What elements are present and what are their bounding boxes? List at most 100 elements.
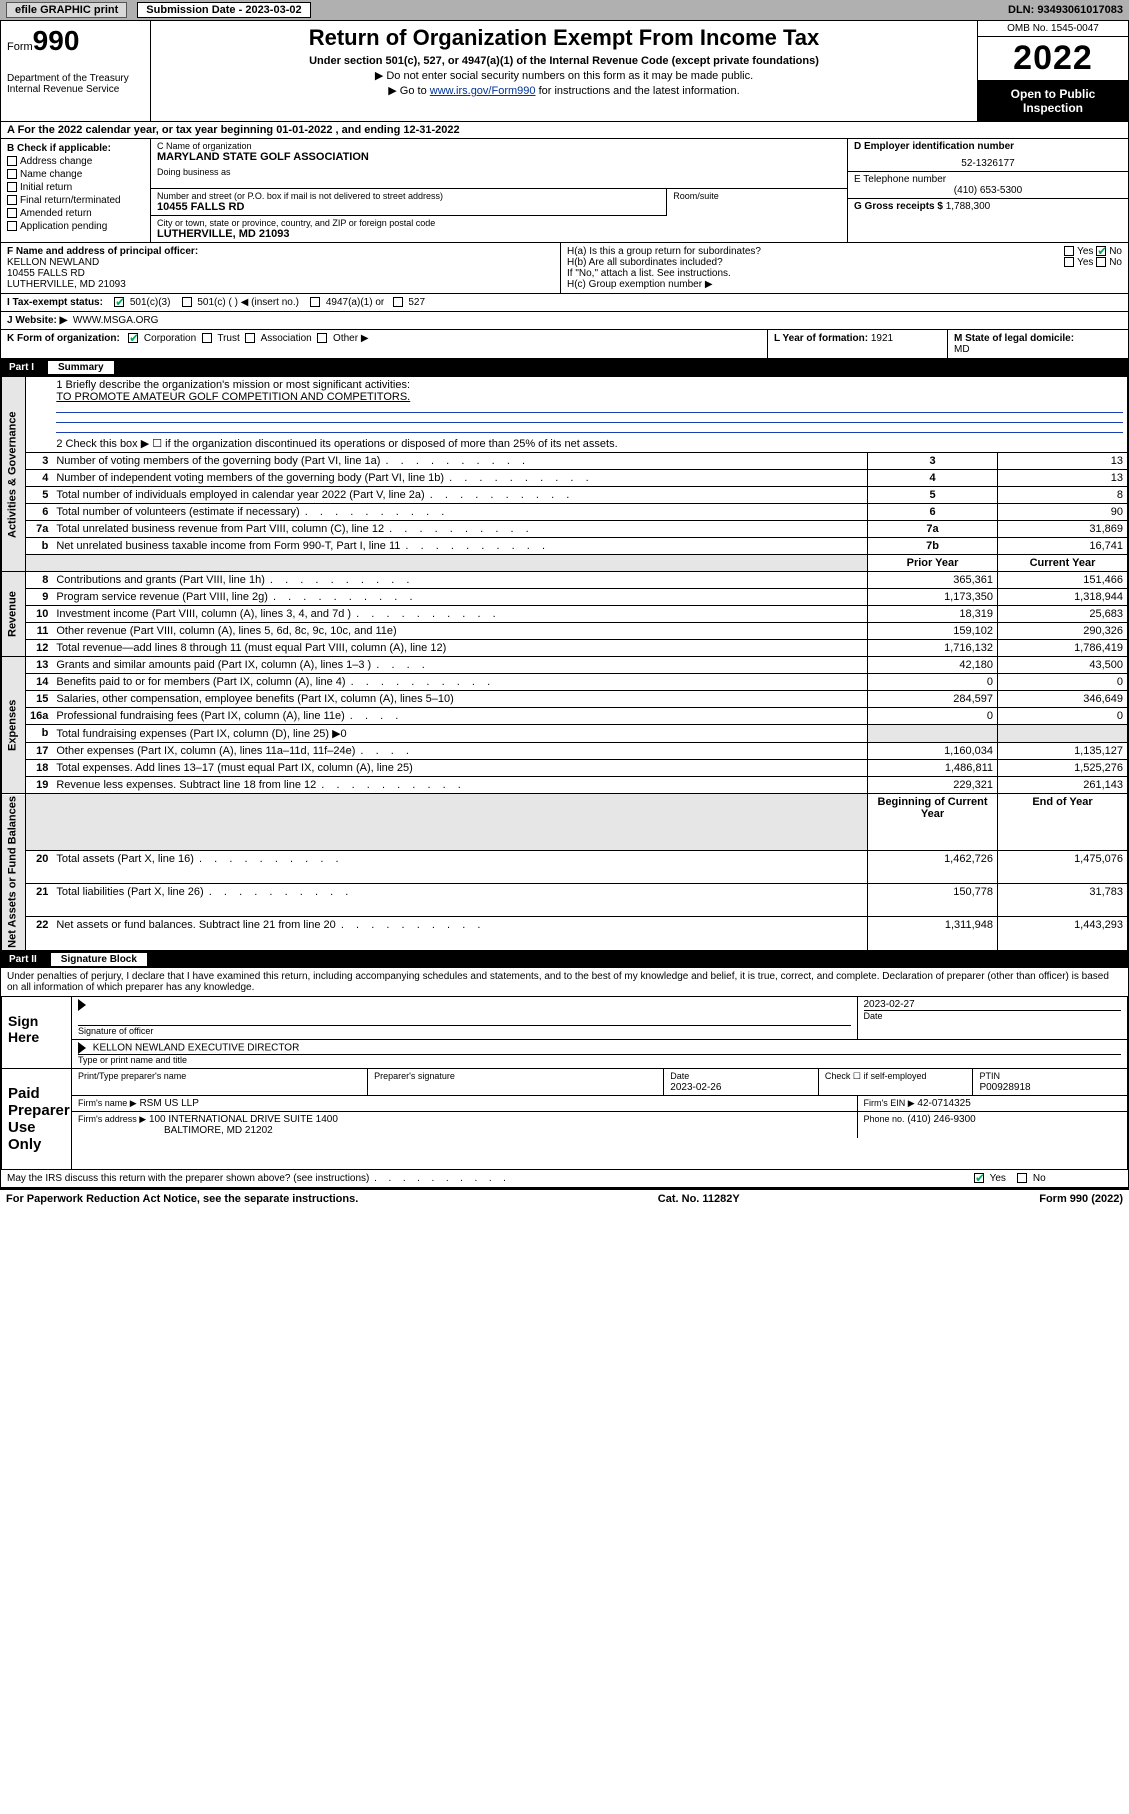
side-revenue: Revenue xyxy=(2,572,26,657)
open-inspection-badge: Open to Public Inspection xyxy=(978,81,1128,121)
irs-link[interactable]: www.irs.gov/Form990 xyxy=(430,85,536,97)
q1-value: TO PROMOTE AMATEUR GOLF COMPETITION AND … xyxy=(56,391,1123,403)
side-activities: Activities & Governance xyxy=(2,377,26,572)
chk-name-change[interactable]: Name change xyxy=(7,169,144,180)
dba-label: Doing business as xyxy=(157,167,841,177)
sig-officer-label: Signature of officer xyxy=(78,1026,153,1036)
col-end: End of Year xyxy=(998,794,1128,851)
sign-here-block: Sign Here Signature of officer 2023-02-2… xyxy=(1,997,1128,1069)
preparer-name-label: Print/Type preparer's name xyxy=(78,1071,186,1081)
top-bar: efile GRAPHIC print Submission Date - 20… xyxy=(0,0,1129,20)
city-label: City or town, state or province, country… xyxy=(157,218,841,228)
year-formation-label: L Year of formation: xyxy=(774,333,868,344)
form-note-2: ▶ Go to www.irs.gov/Form990 for instruct… xyxy=(157,84,971,97)
form-number: 990 xyxy=(33,25,80,56)
q2-line: 2 Check this box ▶ ☐ if the organization… xyxy=(52,435,1127,453)
h-b-no[interactable] xyxy=(1096,257,1106,267)
sig-date-label: Date xyxy=(864,1011,883,1021)
chk-association[interactable] xyxy=(245,333,255,343)
street-value: 10455 FALLS RD xyxy=(157,201,660,213)
chk-final-return[interactable]: Final return/terminated xyxy=(7,195,144,206)
phone-label: E Telephone number xyxy=(854,174,1122,185)
preparer-date-value: 2023-02-26 xyxy=(670,1082,721,1093)
tax-year: 2022 xyxy=(978,37,1128,81)
h-a-yes[interactable] xyxy=(1064,246,1074,256)
chk-4947[interactable] xyxy=(310,297,320,307)
sig-name-value: KELLON NEWLAND EXECUTIVE DIRECTOR xyxy=(93,1042,300,1053)
preparer-date-label: Date xyxy=(670,1071,689,1081)
part-i-header: Part I Summary xyxy=(1,359,1128,376)
h-b-row: H(b) Are all subordinates included? Yes … xyxy=(567,257,1122,268)
chk-application-pending[interactable]: Application pending xyxy=(7,221,144,232)
h-b-yes[interactable] xyxy=(1064,257,1074,267)
chk-initial-return[interactable]: Initial return xyxy=(7,182,144,193)
entity-block: B Check if applicable: Address change Na… xyxy=(1,139,1128,243)
footer-right: Form 990 (2022) xyxy=(1039,1193,1123,1205)
ptin-label: PTIN xyxy=(979,1071,1000,1081)
firm-addr2: BALTIMORE, MD 21202 xyxy=(164,1125,273,1136)
sig-date-value: 2023-02-27 xyxy=(864,999,1122,1010)
form-subtitle: Under section 501(c), 527, or 4947(a)(1)… xyxy=(157,55,971,67)
city-value: LUTHERVILLE, MD 21093 xyxy=(157,228,841,240)
discuss-yes[interactable] xyxy=(974,1173,984,1183)
chk-527[interactable] xyxy=(393,297,403,307)
preparer-sig-label: Preparer's signature xyxy=(374,1071,455,1081)
chk-501c[interactable] xyxy=(182,297,192,307)
officer-group-block: F Name and address of principal officer:… xyxy=(1,243,1128,294)
chk-trust[interactable] xyxy=(202,333,212,343)
firm-name-label: Firm's name ▶ xyxy=(78,1098,137,1108)
penalties-text: Under penalties of perjury, I declare th… xyxy=(1,968,1128,997)
chk-address-change[interactable]: Address change xyxy=(7,156,144,167)
dln: DLN: 93493061017083 xyxy=(1008,4,1123,16)
discuss-question: May the IRS discuss this return with the… xyxy=(7,1173,508,1184)
firm-ein-value: 42-0714325 xyxy=(917,1098,970,1109)
summary-row-5: 5 Total number of individuals employed i… xyxy=(2,487,1128,504)
form-note-1: ▶ Do not enter social security numbers o… xyxy=(157,69,971,82)
summary-row-7a: 7a Total unrelated business revenue from… xyxy=(2,521,1128,538)
part-ii-header: Part II Signature Block xyxy=(1,951,1128,968)
summary-row-4: 4 Number of independent voting members o… xyxy=(2,470,1128,487)
section-b-heading: B Check if applicable: xyxy=(7,143,144,154)
chk-corporation[interactable] xyxy=(128,333,138,343)
paid-preparer-block: Paid Preparer Use Only Print/Type prepar… xyxy=(1,1069,1128,1170)
caret-icon xyxy=(78,1042,86,1054)
submission-date-label: Submission Date - xyxy=(146,4,245,16)
phone-value: (410) 653-5300 xyxy=(854,185,1122,196)
h-b-note: If "No," attach a list. See instructions… xyxy=(567,268,1122,279)
firm-phone-label: Phone no. xyxy=(864,1114,905,1124)
footer-left: For Paperwork Reduction Act Notice, see … xyxy=(6,1193,358,1205)
form-title: Return of Organization Exempt From Incom… xyxy=(157,25,971,51)
state-domicile-label: M State of legal domicile: xyxy=(954,333,1074,344)
discuss-no[interactable] xyxy=(1017,1173,1027,1183)
firm-addr-label: Firm's address ▶ xyxy=(78,1114,146,1124)
form-of-org-label: K Form of organization: xyxy=(7,333,120,344)
room-label: Room/suite xyxy=(673,191,841,201)
officer-name: KELLON NEWLAND xyxy=(7,257,554,268)
summary-row-7b: b Net unrelated business taxable income … xyxy=(2,538,1128,555)
summary-table: Activities & Governance 1 Briefly descri… xyxy=(1,376,1128,951)
h-a-no[interactable] xyxy=(1096,246,1106,256)
col-prior-year: Prior Year xyxy=(868,555,998,572)
firm-name-value: RSM US LLP xyxy=(139,1098,198,1109)
ein-label: D Employer identification number xyxy=(854,141,1122,152)
ein-value: 52-1326177 xyxy=(854,152,1122,169)
org-name: MARYLAND STATE GOLF ASSOCIATION xyxy=(157,151,841,163)
department-label: Department of the Treasury Internal Reve… xyxy=(7,73,144,95)
chk-501c3[interactable] xyxy=(114,297,124,307)
sign-here-label: Sign Here xyxy=(2,997,72,1068)
form-header: Form990 Department of the Treasury Inter… xyxy=(1,21,1128,122)
officer-label: F Name and address of principal officer: xyxy=(7,246,554,257)
year-formation-value: 1921 xyxy=(871,333,893,344)
efile-print-button[interactable]: efile GRAPHIC print xyxy=(6,2,127,18)
side-netassets: Net Assets or Fund Balances xyxy=(2,794,26,951)
chk-amended-return[interactable]: Amended return xyxy=(7,208,144,219)
org-name-label: C Name of organization xyxy=(157,141,841,151)
chk-other[interactable] xyxy=(317,333,327,343)
sig-name-label: Type or print name and title xyxy=(78,1055,187,1065)
firm-phone-value: (410) 246-9300 xyxy=(907,1114,975,1125)
form-prefix: Form xyxy=(7,41,33,53)
self-employed-label: Check ☐ if self-employed xyxy=(825,1071,927,1081)
street-label: Number and street (or P.O. box if mail i… xyxy=(157,191,660,201)
gross-receipts-value: 1,788,300 xyxy=(946,201,991,212)
h-c-row: H(c) Group exemption number ▶ xyxy=(567,279,1122,290)
